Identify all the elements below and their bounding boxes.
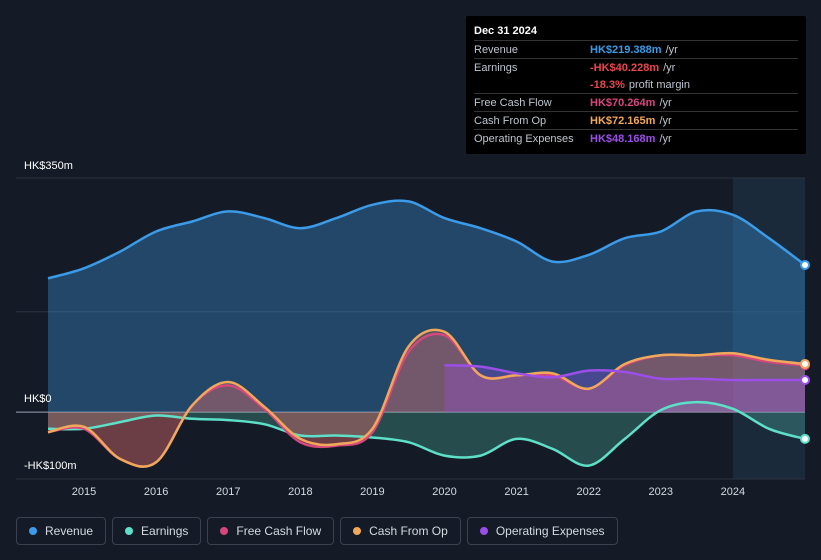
operating-expenses-line [444,364,805,382]
tooltip-row-unit: /yr [663,61,676,74]
legend: Revenue Earnings Free Cash Flow Cash From O… [16,517,618,545]
earnings-area [48,402,805,466]
tooltip-row-unit: /yr [659,114,672,127]
tooltip-row-value: -18.3% [590,78,625,91]
legend-item-free-cash-flow[interactable]: Free Cash Flow [207,517,335,545]
tooltip-row-label: Earnings [474,61,518,74]
legend-item-operating-expenses[interactable]: Operating Expenses [466,517,618,545]
series-lines [47,199,806,468]
x-tick-label: 2017 [215,486,241,498]
tooltip-row: Earnings -HK$40.228m/yr [474,58,798,76]
x-tick-label: 2023 [648,486,674,498]
tooltip-row: Free Cash Flow HK$70.264m/yr [474,93,798,111]
tooltip-row: Revenue HK$219.388m/yr [474,40,798,58]
tooltip-date: Dec 31 2024 [474,25,537,37]
tooltip-row-value: HK$72.165m [590,114,656,127]
legend-dot-icon [353,527,362,535]
tooltip-row-label: Revenue [474,43,519,56]
tooltip-row-value: HK$70.264m [590,96,656,109]
tooltip-row: Operating Expenses HK$48.168m/yr [474,129,798,147]
tooltip-row-unit: profit margin [628,78,690,91]
series-end-markers [800,259,810,444]
tooltip-row-label: Free Cash Flow [474,96,552,109]
x-tick-label: 2015 [71,486,97,498]
legend-item-earnings[interactable]: Earnings [112,517,202,545]
earnings-line [47,400,806,467]
tooltip-row-unit: /yr [659,132,672,145]
legend-label: Earnings [141,524,189,538]
legend-label: Operating Expenses [495,524,605,538]
tooltip-panel: Dec 31 2024 Revenue HK$219.388m/yr Earning… [466,16,806,154]
operating-expenses-end-marker [800,375,810,386]
tooltip-row-value: -HK$40.228m [590,61,660,74]
y-axis-bottom-label: -HK$100m [24,460,77,472]
tooltip-row-unit: /yr [659,96,672,109]
earnings-end-marker [800,433,810,444]
revenue-line [47,199,806,280]
x-tick-label: 2018 [288,486,313,498]
tooltip-row: Cash From Op HK$72.165m/yr [474,111,798,129]
x-tick-label: 2016 [143,486,169,498]
tooltip-row: -18.3% profit margin [474,76,798,93]
x-tick-label: 2019 [360,486,385,498]
revenue-area [48,200,805,413]
cash-from-op-area [48,329,805,467]
revenue-end-marker [800,259,810,270]
legend-label: Cash From Op [369,524,448,538]
y-axis-zero-label: HK$0 [24,393,52,405]
x-tick-label: 2021 [504,486,529,498]
cash-from-op-end-marker [800,358,810,369]
legend-dot-icon [125,527,134,535]
legend-item-revenue[interactable]: Revenue [16,517,107,545]
x-tick-label: 2022 [576,486,601,498]
tooltip-row-unit: /yr [665,43,678,56]
legend-dot-icon [479,527,488,535]
tooltip-row-label: Operating Expenses [474,132,574,145]
free-cash-flow-area [48,333,805,467]
legend-label: Revenue [45,524,94,538]
legend-label: Free Cash Flow [236,524,322,538]
x-tick-label: 2024 [720,486,746,498]
tooltip-row-value: HK$219.388m [590,43,662,56]
y-axis-top-label: HK$350m [24,160,73,172]
tooltip-row-value: HK$48.168m [590,132,656,145]
legend-dot-icon [29,527,37,535]
legend-item-cash-from-op[interactable]: Cash From Op [340,517,461,545]
cash-from-op-line [47,328,806,468]
legend-dot-icon [220,527,229,535]
x-tick-label: 2020 [432,486,457,498]
tooltip-row-label: Cash From Op [474,114,547,127]
series-areas [48,200,805,467]
